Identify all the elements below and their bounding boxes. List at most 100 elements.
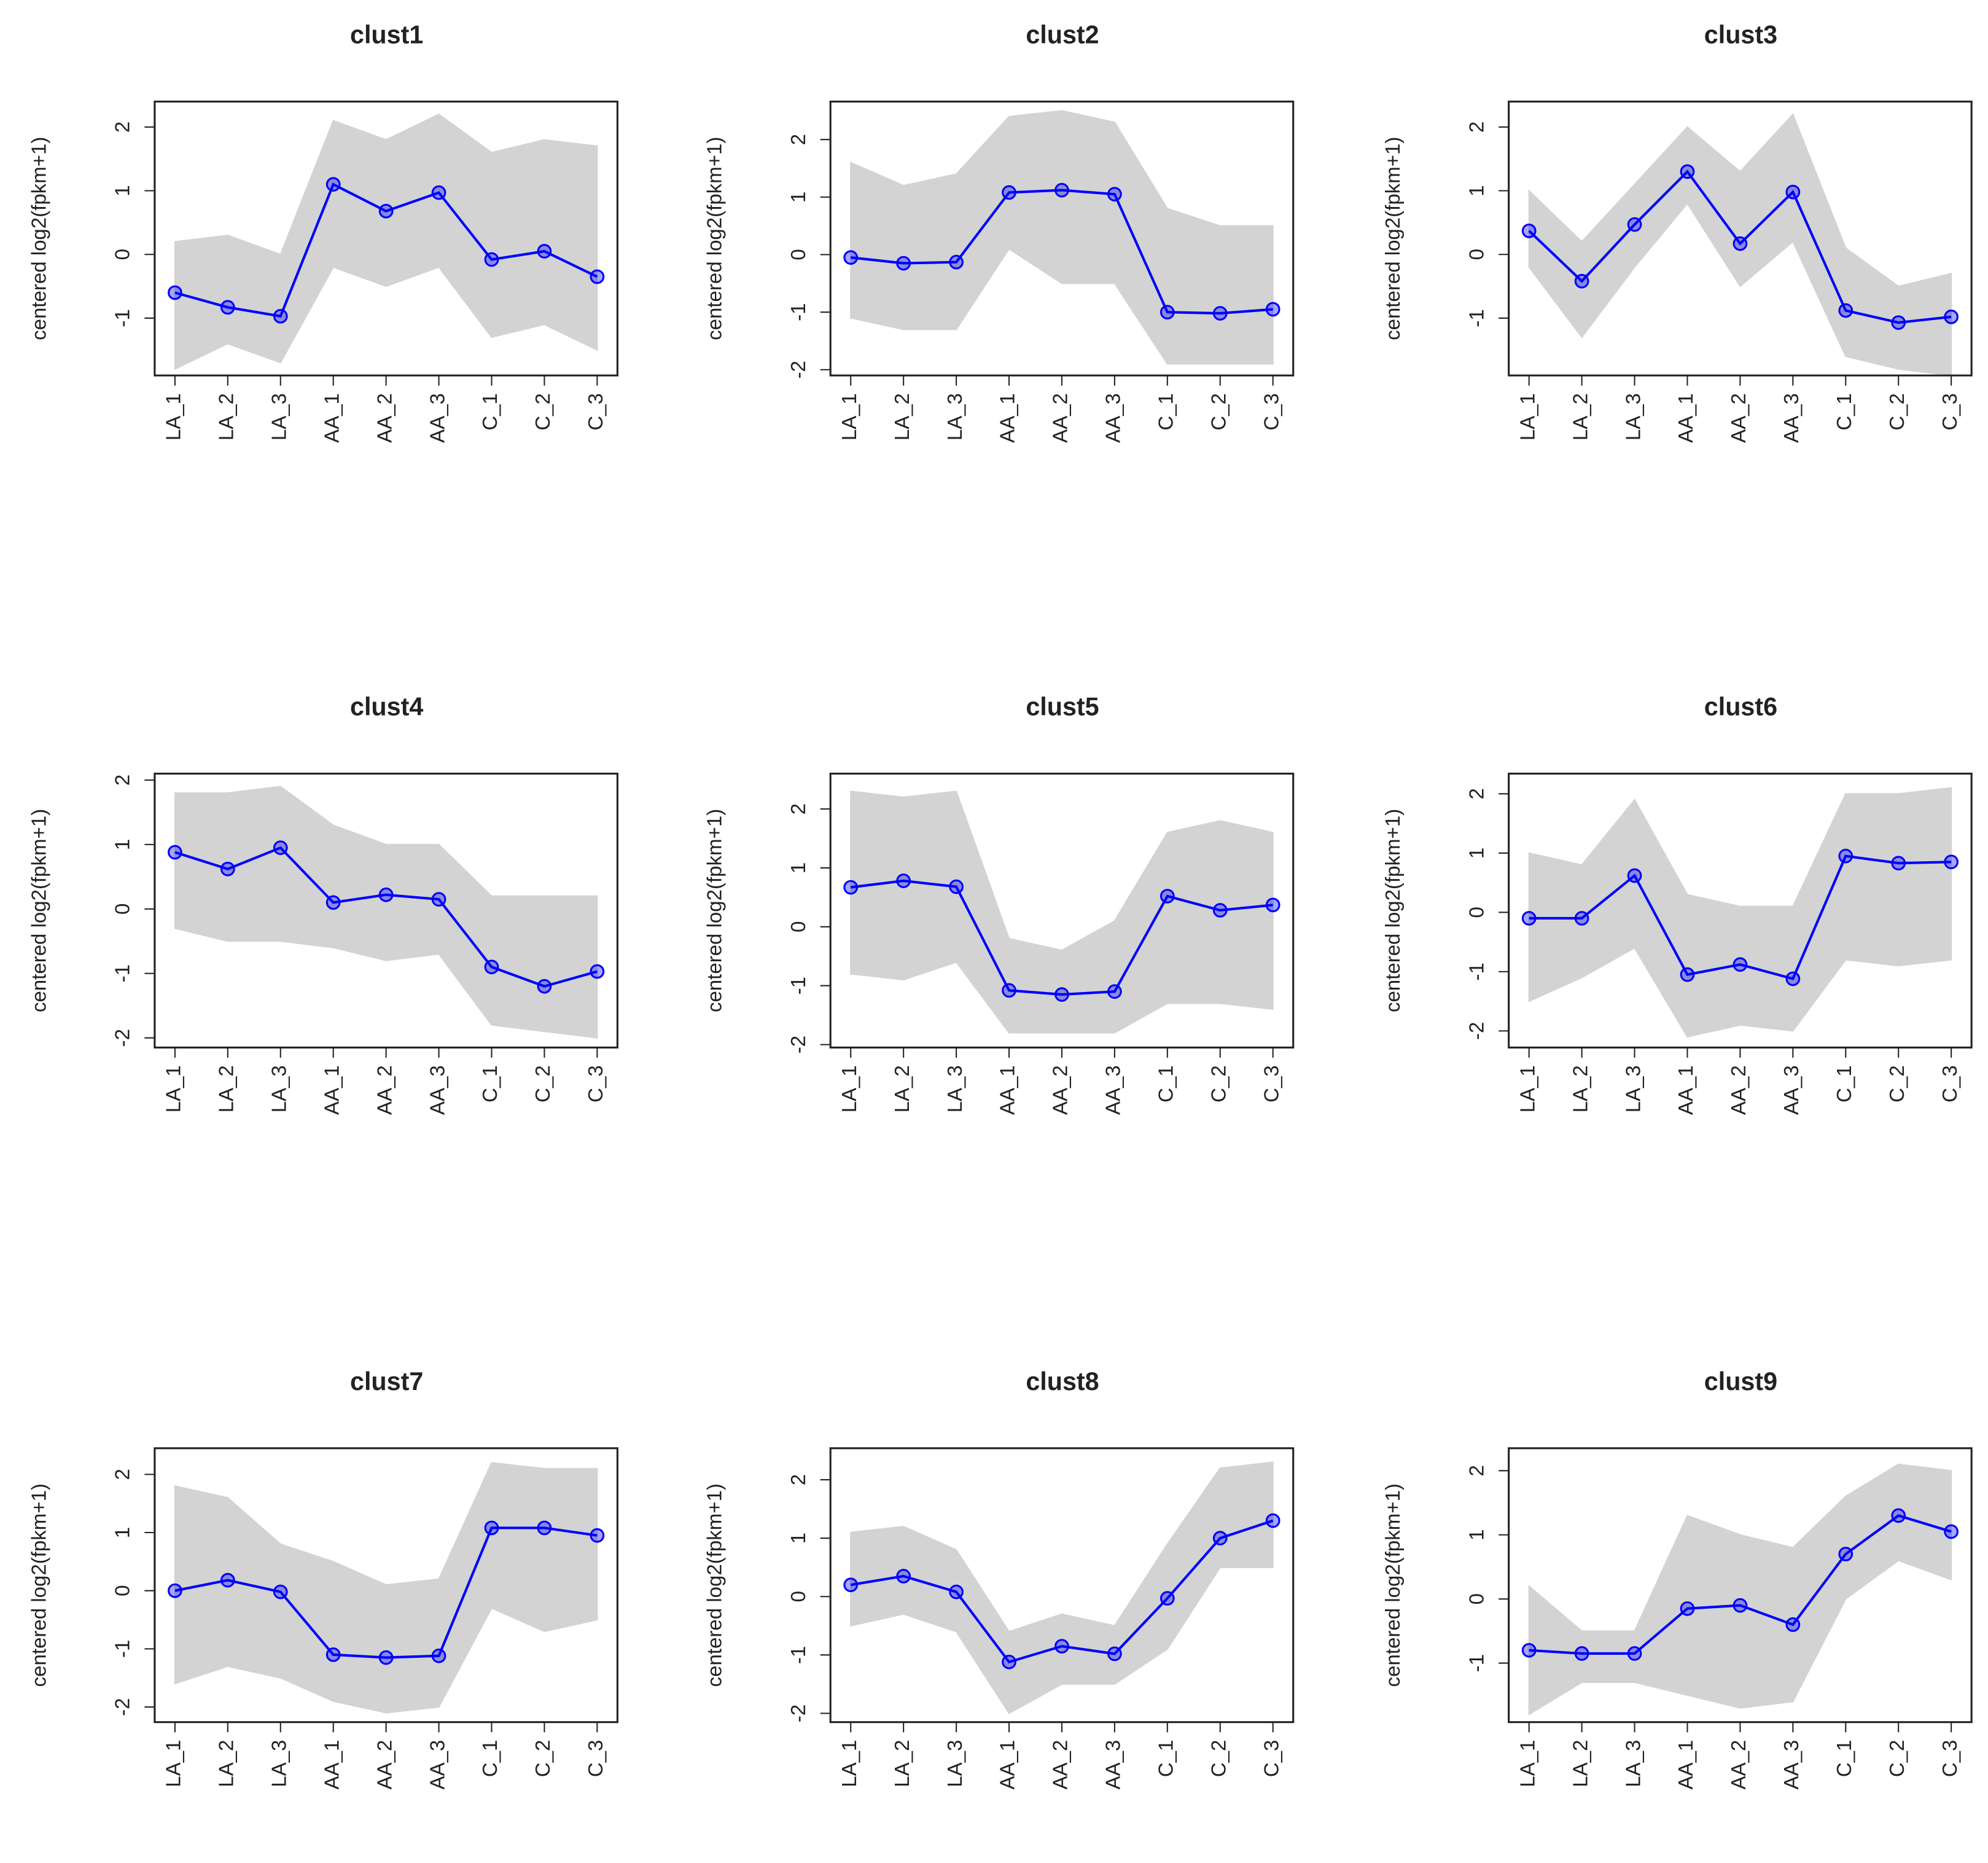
- point: [843, 250, 859, 265]
- y-tick-label: -1: [111, 964, 134, 982]
- series-line: [174, 1526, 598, 1659]
- point: [1107, 1646, 1122, 1662]
- y-tick-label: -2: [1465, 1022, 1487, 1040]
- x-tick-label: AA_2: [1727, 1740, 1750, 1790]
- y-tick-label: 1: [787, 862, 809, 873]
- y-tick-label: 1: [1465, 848, 1487, 859]
- point: [220, 1572, 235, 1588]
- point: [1107, 984, 1122, 999]
- point: [896, 256, 911, 271]
- point: [273, 1584, 288, 1599]
- point: [1160, 889, 1175, 904]
- point: [325, 177, 341, 192]
- point: [1838, 303, 1854, 318]
- panel: clust8 centered log2(fpkm+1) -2 -1 0 1 2 LA_1 LA…: [703, 1367, 1295, 1790]
- x-tick-label: C_2: [1885, 1740, 1908, 1778]
- y-tick-label: 2: [111, 775, 134, 786]
- x-tick-label: AA_2: [1049, 1065, 1072, 1115]
- point: [1574, 1646, 1589, 1661]
- x-tick-label: LA_3: [943, 393, 966, 440]
- y-tick-label: 1: [787, 1533, 809, 1544]
- x-tick-label: C_2: [531, 1740, 554, 1778]
- point: [1054, 1639, 1069, 1654]
- plot-frame: [1508, 1447, 1973, 1724]
- point: [1733, 1598, 1748, 1613]
- x-tick-label: LA_1: [1516, 1065, 1538, 1112]
- point: [896, 1569, 911, 1584]
- point: [1627, 1646, 1642, 1661]
- y-tick-label: 1: [1465, 185, 1487, 196]
- plot-frame: [1508, 772, 1973, 1049]
- y-tick-label: 2: [1465, 788, 1487, 799]
- y-tick-label: 0: [787, 249, 809, 260]
- point: [431, 185, 446, 200]
- y-tick-label: 1: [1465, 1529, 1487, 1541]
- x-tick-label: LA_3: [267, 393, 290, 440]
- y-tick-label: 0: [1465, 907, 1487, 918]
- point: [590, 1528, 605, 1543]
- y-tick-label: 1: [111, 185, 134, 196]
- x-tick-label: AA_2: [1049, 393, 1072, 443]
- point: [1627, 868, 1642, 883]
- range-band: [174, 113, 598, 370]
- point: [484, 252, 499, 267]
- range-band: [850, 1461, 1274, 1714]
- x-tick-label: LA_2: [1569, 1065, 1591, 1112]
- series-line: [1529, 854, 1952, 980]
- point: [1054, 987, 1069, 1002]
- y-tick-label: 0: [1465, 1593, 1487, 1604]
- point: [1265, 897, 1281, 913]
- x-tick-label: AA_3: [1102, 1740, 1125, 1790]
- point: [949, 879, 964, 894]
- point: [1680, 1601, 1695, 1616]
- y-tick-label: -1: [1465, 1654, 1487, 1672]
- x-tick-label: C_2: [1207, 1065, 1230, 1103]
- y-tick-label: 0: [111, 904, 134, 915]
- point: [378, 203, 394, 219]
- x-tick-label: C_3: [1938, 393, 1961, 431]
- y-axis-label: centered log2(fpkm+1): [27, 137, 50, 340]
- point: [537, 1520, 552, 1536]
- x-tick-label: LA_2: [215, 1740, 238, 1787]
- x-tick-label: AA_3: [1102, 1065, 1125, 1115]
- x-tick-label: AA_1: [996, 393, 1019, 443]
- y-tick-label: -2: [787, 1036, 809, 1053]
- plot-frame: [829, 772, 1295, 1049]
- panel-title: clust2: [1026, 20, 1099, 49]
- x-tick-label: C_1: [1833, 393, 1855, 431]
- x-tick-label: LA_2: [891, 393, 913, 440]
- x-tick-label: LA_1: [838, 1065, 860, 1112]
- x-tick-label: LA_1: [838, 393, 860, 440]
- x-tick-label: C_2: [1885, 393, 1908, 431]
- point: [1785, 1617, 1801, 1632]
- plot-frame: [829, 100, 1295, 377]
- point: [1891, 315, 1906, 330]
- point: [1160, 305, 1175, 320]
- series-line: [174, 182, 598, 318]
- x-tick-label: LA_3: [267, 1065, 290, 1112]
- y-axis-label: centered log2(fpkm+1): [1381, 137, 1404, 340]
- panel: clust2 centered log2(fpkm+1) -2 -1 0 1 2 LA_1 LA…: [703, 20, 1295, 443]
- x-tick-label: AA_3: [1102, 393, 1125, 443]
- x-tick-label: AA_3: [1780, 393, 1803, 443]
- y-tick-label: -2: [787, 1705, 809, 1722]
- panel-title: clust6: [1704, 693, 1777, 721]
- point: [1733, 957, 1748, 972]
- point: [1054, 182, 1069, 198]
- point: [168, 285, 182, 300]
- point: [1002, 185, 1016, 200]
- point: [537, 978, 552, 994]
- panel-title: clust5: [1026, 693, 1099, 721]
- y-axis-label: centered log2(fpkm+1): [1381, 1483, 1404, 1687]
- point: [168, 845, 182, 860]
- x-tick-label: C_1: [1155, 1065, 1177, 1103]
- point: [1891, 856, 1906, 871]
- y-tick-label: -2: [787, 361, 809, 378]
- y-tick-label: -2: [111, 1698, 134, 1716]
- x-tick-label: LA_3: [943, 1065, 966, 1112]
- x-tick-label: C_3: [1260, 1065, 1282, 1103]
- x-tick-label: AA_2: [373, 1065, 396, 1115]
- point: [1160, 1591, 1175, 1606]
- point: [1212, 1531, 1228, 1546]
- x-tick-label: C_1: [478, 1740, 501, 1778]
